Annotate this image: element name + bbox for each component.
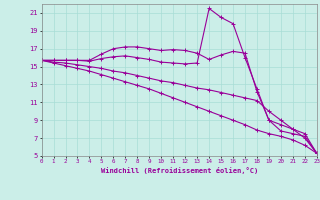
X-axis label: Windchill (Refroidissement éolien,°C): Windchill (Refroidissement éolien,°C): [100, 167, 258, 174]
